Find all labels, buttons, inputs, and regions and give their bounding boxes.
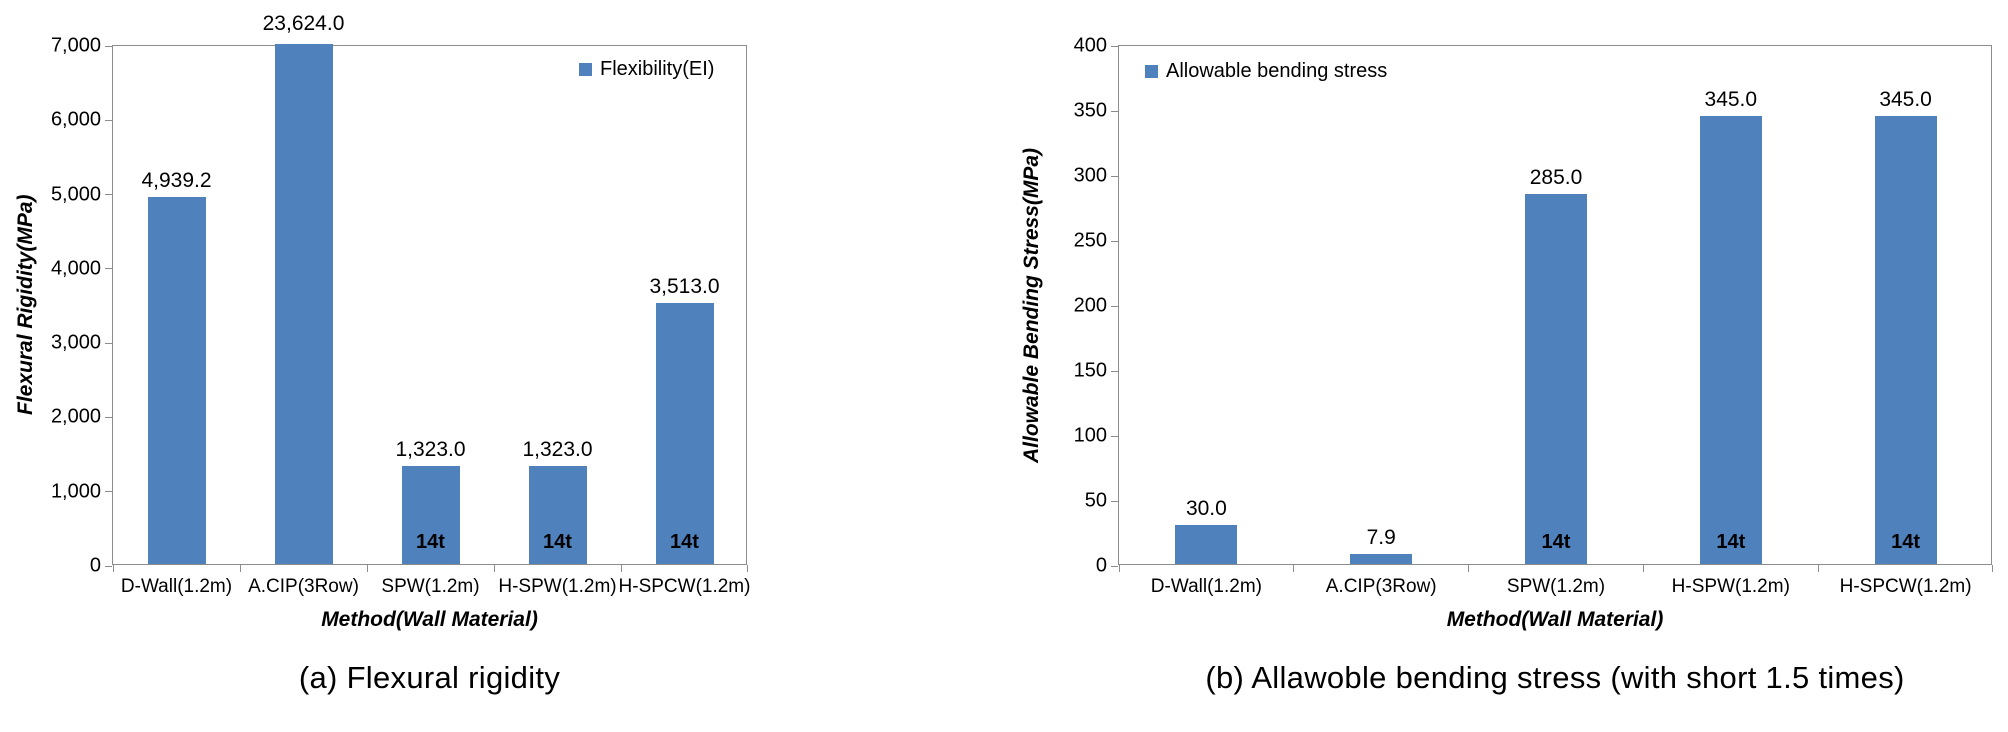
bar-value-label: 345.0: [1879, 87, 1932, 111]
y-tick-label: 0: [1095, 554, 1107, 577]
bar-value-label: 23,624.0: [262, 12, 345, 35]
legend-swatch-icon: [579, 63, 592, 76]
y-tick-mark: [1111, 45, 1118, 47]
y-tick-mark: [105, 119, 112, 121]
bar-inner-label: 14t: [416, 531, 445, 553]
x-tick-label: SPW(1.2m): [1506, 576, 1606, 597]
x-tick-mark: [1992, 565, 1993, 572]
y-tick-label: 200: [1073, 294, 1107, 317]
y-tick-label: 100: [1073, 424, 1107, 447]
bar: [1350, 553, 1413, 564]
x-tick-label: H-SPW(1.2m): [498, 576, 617, 597]
y-tick-label: 4,000: [50, 257, 101, 280]
chart-flexural-rigidity: Flexural Rigidity(MPa) Flexibility(EI) 0…: [14, 12, 751, 695]
y-tick-label: 150: [1073, 359, 1107, 382]
y-tick-mark: [1111, 435, 1118, 437]
y-tick-mark: [1111, 370, 1118, 372]
y-tick-mark: [105, 491, 112, 493]
x-axis-title: Method(Wall Material): [321, 608, 538, 631]
y-tick-mark: [1111, 110, 1118, 112]
y-tick-mark: [105, 342, 112, 344]
bar: [528, 465, 587, 564]
bar: [1874, 115, 1937, 564]
y-tick-label: 3,000: [50, 331, 101, 354]
y-tick-label: 7,000: [50, 34, 101, 57]
legend: Allowable bending stress: [1145, 60, 1387, 83]
y-tick-label: 0: [89, 554, 101, 577]
y-tick-label: 350: [1073, 99, 1107, 122]
bar: [147, 197, 206, 564]
x-tick-label: D-Wall(1.2m): [1150, 576, 1262, 597]
x-tick-mark: [1119, 565, 1120, 572]
legend-swatch-icon: [1145, 65, 1158, 78]
plot-area: Flexibility(EI) 0 1,000 2,000 3,000 4,000 5,0…: [51, 12, 751, 597]
bar-inner-label: 14t: [1541, 531, 1571, 553]
bar: [655, 303, 714, 564]
x-tick-mark: [366, 565, 368, 572]
bar: [274, 44, 333, 564]
chart-caption: (a) Flexural rigidity: [298, 660, 561, 695]
bar-inner-label: 14t: [1716, 531, 1746, 553]
x-tick-mark: [1293, 565, 1295, 572]
x-tick-label: A.CIP(3Row): [1325, 576, 1437, 597]
legend-label: Flexibility(EI): [600, 58, 715, 80]
y-tick-mark: [105, 416, 112, 418]
y-tick-mark: [105, 45, 112, 47]
bar-value-label: 345.0: [1704, 87, 1758, 111]
y-axis-title: Flexural Rigidity(MPa): [14, 194, 37, 416]
y-tick-label: 2,000: [50, 405, 101, 428]
bar: [1525, 193, 1587, 564]
y-tick-mark: [105, 565, 112, 567]
bar-value-label: 4,939.2: [141, 169, 212, 193]
bar-value-label: 30.0: [1185, 497, 1227, 520]
x-tick-label: SPW(1.2m): [381, 576, 480, 597]
y-axis-title: Allowable Bending Stress(MPa): [1020, 147, 1043, 463]
bar-value-label: 1,323.0: [522, 437, 593, 461]
bar: [1699, 115, 1762, 564]
y-tick-label: 1,000: [50, 480, 101, 503]
y-tick-mark: [105, 194, 112, 196]
x-tick-label: D-Wall(1.2m): [120, 576, 233, 597]
x-tick-mark: [620, 565, 622, 572]
x-tick-label: H-SPCW(1.2m): [618, 576, 751, 597]
x-tick-mark: [1817, 565, 1819, 572]
y-tick-mark: [1111, 305, 1118, 307]
bar-value-label: 3,513.0: [649, 275, 720, 299]
x-tick-label: A.CIP(3Row): [248, 576, 359, 597]
x-tick-mark: [239, 565, 241, 572]
x-tick-label: H-SPCW(1.2m): [1839, 576, 1972, 597]
bar-inner-label: 14t: [1891, 531, 1921, 553]
x-tick-mark: [113, 565, 114, 572]
chart-caption: (b) Allawoble bending stress (with short…: [1205, 660, 1905, 695]
chart-allowable-bending-stress: Allowable Bending Stress(MPa) Allowable …: [1004, 0, 2008, 732]
x-tick-label: H-SPW(1.2m): [1671, 576, 1790, 597]
bar-inner-label: 14t: [670, 531, 699, 553]
y-tick-mark: [1111, 565, 1118, 567]
x-axis-title: Method(Wall Material): [1446, 608, 1664, 631]
y-tick-mark: [105, 268, 112, 270]
x-tick-mark: [493, 565, 495, 572]
y-tick-label: 250: [1073, 229, 1107, 252]
bar: [1175, 525, 1238, 564]
plot-area: Allowable bending stress 0 50 100 150 200 250…: [1074, 35, 1993, 597]
bar-value-label: 7.9: [1366, 525, 1396, 549]
bar-value-label: 285.0: [1529, 165, 1583, 189]
y-tick-label: 6,000: [50, 108, 101, 131]
legend-label: Allowable bending stress: [1166, 60, 1388, 82]
y-tick-label: 5,000: [50, 183, 101, 206]
y-tick-label: 300: [1073, 164, 1107, 187]
bar-value-label: 1,323.0: [395, 437, 466, 461]
x-tick-mark: [1468, 565, 1470, 572]
y-tick-mark: [1111, 175, 1118, 177]
x-tick-mark: [1642, 565, 1644, 572]
x-tick-mark: [747, 565, 748, 572]
y-tick-label: 50: [1084, 489, 1107, 512]
y-tick-label: 400: [1073, 34, 1107, 57]
y-tick-mark: [1111, 240, 1118, 242]
y-tick-mark: [1111, 500, 1118, 502]
bar-inner-label: 14t: [543, 531, 572, 553]
legend: Flexibility(EI): [579, 58, 714, 81]
bar: [401, 465, 460, 564]
